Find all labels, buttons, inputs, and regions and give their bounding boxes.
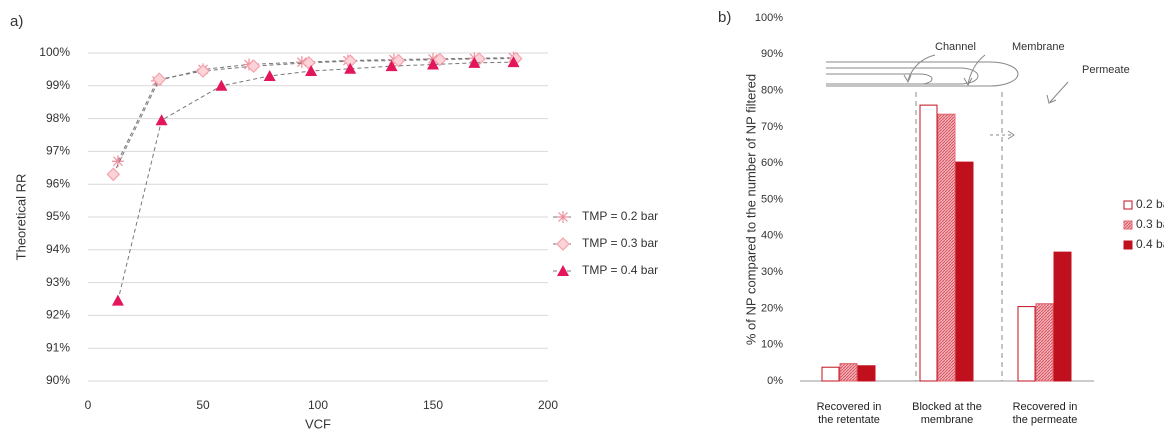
bar <box>1035 303 1054 382</box>
x-tick-label: Blocked at the membrane <box>912 401 982 426</box>
y-tick-label: 91% <box>46 340 70 354</box>
legend-marker <box>557 211 569 223</box>
x-tick-label: 200 <box>538 398 558 412</box>
y-tick-label: 94% <box>46 242 70 256</box>
y-tick-label: 30% <box>761 266 783 278</box>
marker <box>155 114 168 126</box>
legend-marker <box>557 265 569 276</box>
y-tick-label: 99% <box>46 78 70 92</box>
marker <box>507 56 520 68</box>
legend-label: 0.2 bar <box>1136 197 1164 211</box>
y-tick-label: 10% <box>761 339 783 351</box>
y-tick-label: 95% <box>46 209 70 223</box>
y-tick-label: 98% <box>46 111 70 125</box>
x-tick-label: 100 <box>308 398 328 412</box>
legend-label: TMP = 0.3 bar <box>582 236 658 250</box>
y-tick-label: 100% <box>39 45 70 59</box>
marker <box>301 55 316 70</box>
legend-swatch <box>1123 220 1133 230</box>
y-tick-label: 93% <box>46 275 70 289</box>
y-tick-label: 90% <box>761 48 783 60</box>
legend-swatch <box>1123 200 1133 210</box>
marker <box>152 72 167 87</box>
marker <box>246 59 261 73</box>
marker <box>385 60 398 72</box>
bar <box>821 366 840 382</box>
marker <box>391 53 406 68</box>
legend-label: 0.4 bar <box>1136 237 1164 251</box>
marker <box>196 64 210 78</box>
marker <box>111 155 124 168</box>
panel-label: a) <box>10 13 23 30</box>
legend-label: TMP = 0.2 bar <box>582 209 658 223</box>
bar <box>937 113 956 382</box>
marker <box>106 167 121 182</box>
schematic <box>826 54 1069 381</box>
marker <box>305 65 318 77</box>
x-tick-label: Recovered in the permeate <box>1012 401 1078 426</box>
y-tick-label: 92% <box>46 308 70 322</box>
bar <box>839 363 858 382</box>
bar <box>1017 306 1036 382</box>
panel-label: b) <box>718 9 731 26</box>
y-tick-label: 60% <box>761 157 783 169</box>
legend-label: TMP = 0.4 bar <box>582 263 658 277</box>
y-tick-label: 96% <box>46 176 70 190</box>
x-tick-label: 0 <box>85 398 92 412</box>
y-axis-title: % of NP compared to the number of NP fil… <box>743 74 758 345</box>
marker <box>468 56 481 68</box>
bar <box>857 365 876 382</box>
x-tick-label: Recovered in the retentate <box>816 401 882 426</box>
legend-marker <box>556 237 570 251</box>
x-tick-label: 150 <box>423 398 443 412</box>
y-tick-label: 40% <box>761 230 783 242</box>
marker <box>215 79 228 91</box>
marker <box>344 62 357 74</box>
bar <box>1053 251 1072 382</box>
y-tick-label: 20% <box>761 302 783 314</box>
y-tick-label: 100% <box>755 12 783 24</box>
marker <box>111 294 124 306</box>
y-tick-label: 70% <box>761 121 783 133</box>
marker <box>263 69 276 81</box>
annotation: Channel <box>935 41 976 53</box>
series-line <box>117 61 514 301</box>
y-tick-label: 97% <box>46 144 70 158</box>
bar <box>919 104 938 382</box>
legend-swatch <box>1123 240 1133 250</box>
series-line <box>112 58 516 175</box>
y-tick-label: 90% <box>46 373 70 387</box>
y-axis-title: Theoretical RR <box>13 174 28 261</box>
x-axis-title: VCF <box>305 416 331 431</box>
y-tick-label: 0% <box>767 375 783 387</box>
marker <box>427 58 439 70</box>
y-tick-label: 50% <box>761 193 783 205</box>
marker <box>433 52 447 67</box>
annotation: Membrane <box>1012 41 1065 53</box>
legend-label: 0.3 bar <box>1136 217 1164 231</box>
series-line <box>117 57 514 162</box>
x-tick-label: 50 <box>196 398 210 412</box>
bar <box>955 161 974 382</box>
y-tick-label: 80% <box>761 85 783 97</box>
marker <box>295 56 308 69</box>
annotation: Permeate <box>1082 64 1130 76</box>
